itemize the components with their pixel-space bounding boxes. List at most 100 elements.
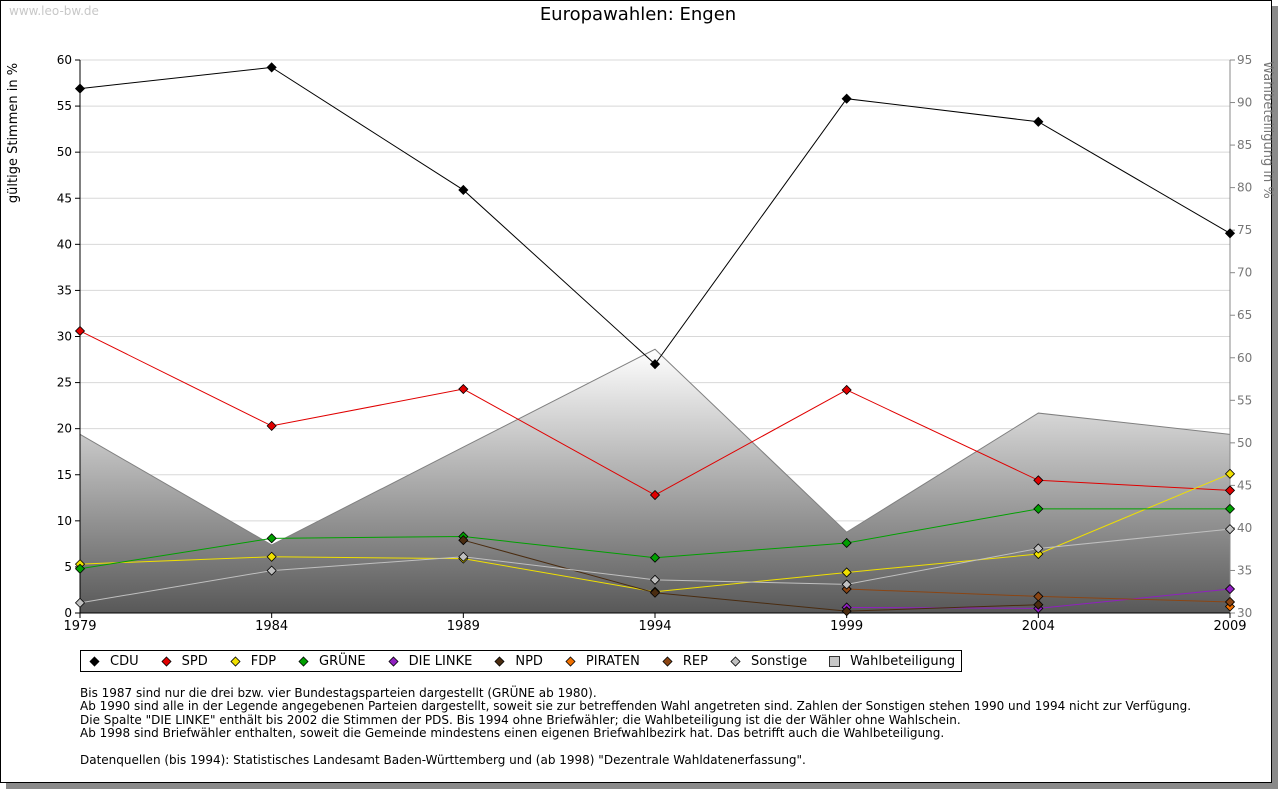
data-point — [1224, 583, 1236, 595]
data-point — [1033, 116, 1044, 127]
legend-label: Sonstige — [750, 653, 808, 669]
data-point — [266, 62, 277, 73]
legend: CDU SPD FDP GRÜNE DIE LINKE NPD PIRATEN REP Sons… — [80, 650, 963, 672]
y2-tick-label: 85 — [1237, 138, 1252, 152]
legend-marker — [388, 655, 399, 667]
series-cdu — [74, 62, 1236, 370]
data-point — [1224, 524, 1236, 535]
legend-item: CDU — [89, 654, 139, 669]
data-point — [649, 574, 661, 585]
series-line — [463, 539, 1039, 612]
x-tick-label: 1984 — [255, 619, 288, 634]
data-point — [841, 579, 852, 590]
x-tick-label: 2009 — [1213, 619, 1246, 634]
legend-label: REP — [682, 653, 708, 669]
frame-shadow-bottom — [6, 783, 1278, 789]
y2-tick-label: 30 — [1237, 606, 1252, 620]
y-tick-label: 15 — [57, 468, 72, 482]
legend-marker — [298, 655, 309, 667]
data-point — [1033, 591, 1044, 602]
data-point — [266, 551, 277, 562]
chart-title: Europawahlen: Engen — [539, 4, 737, 25]
y2-tick-label: 95 — [1237, 53, 1252, 67]
chart-svg: 0 5 10 15 20 25 30 35 40 45 50 55 60 30 35 40 45 50 55 60 65… — [6, 53, 1275, 634]
y2-tick-label: 35 — [1237, 563, 1252, 577]
data-point — [1033, 548, 1044, 560]
legend-label: FDP — [250, 653, 277, 669]
legend-item: REP — [662, 654, 708, 669]
data-point — [74, 325, 86, 337]
legend-item: GRÜNE — [298, 654, 366, 669]
y2-tick-label: 65 — [1237, 308, 1252, 322]
legend-marker — [662, 655, 673, 667]
data-point — [458, 535, 469, 546]
x-tick-label: 2004 — [1022, 619, 1055, 634]
data-point — [266, 420, 277, 431]
x-tick-label: 1979 — [63, 619, 96, 634]
y2-tick-label: 45 — [1237, 478, 1252, 492]
data-point — [649, 489, 661, 501]
watermark: www.leo-bw.de — [9, 4, 99, 18]
series-line — [79, 66, 1231, 365]
legend-item: PIRATEN — [565, 654, 640, 669]
turnout-area — [80, 349, 1230, 613]
legend-marker — [565, 655, 576, 667]
series-npd — [458, 535, 1044, 617]
legend-label: Wahlbeteiligung — [850, 653, 956, 669]
legend-label: SPD — [181, 653, 208, 669]
legend-item: SPD — [161, 654, 208, 669]
data-point — [458, 551, 469, 562]
legend-label: DIE LINKE — [408, 653, 473, 669]
legend-label: PIRATEN — [585, 653, 640, 669]
turnout-area-layer — [79, 348, 1231, 613]
y-tick-label: 10 — [57, 514, 72, 528]
legend-marker — [829, 655, 841, 667]
y-tick-label: 25 — [57, 376, 72, 390]
y2-tick-label: 75 — [1237, 223, 1252, 237]
y2-tick-label: 90 — [1237, 96, 1252, 110]
note-line: Die Spalte "DIE LINKE" enthält bis 2002 … — [80, 712, 961, 727]
note-line: Bis 1987 sind nur die drei bzw. vier Bun… — [80, 686, 597, 700]
notes: Bis 1987 sind nur die drei bzw. vier Bun… — [80, 686, 1191, 768]
series-spd — [74, 325, 1236, 501]
note-line: Ab 1998 sind Briefwähler enthalten, sowe… — [80, 726, 945, 741]
y-tick-label: 5 — [64, 560, 72, 574]
y-axis-label: gültige Stimmen in % — [6, 63, 21, 203]
y2-axis-label: Wahlbeteiligung in % — [1260, 61, 1275, 198]
y-tick-label: 50 — [57, 145, 72, 159]
legend-item: Sonstige — [730, 654, 807, 669]
legend-label: GRÜNE — [319, 653, 366, 669]
y-tick-label: 40 — [57, 237, 72, 251]
y-tick-label: 30 — [57, 330, 72, 344]
data-point — [841, 384, 852, 396]
frame-shadow-right — [1272, 6, 1278, 789]
y-tick-label: 35 — [57, 283, 72, 297]
data-point — [1033, 475, 1044, 486]
legend-item: Wahlbeteiligung — [829, 654, 955, 669]
data-point — [458, 184, 469, 196]
data-point — [266, 565, 277, 576]
data-point — [458, 383, 469, 395]
data-point — [1224, 228, 1236, 239]
legend-item: DIE LINKE — [388, 653, 473, 669]
series-layer — [74, 62, 1236, 617]
data-point — [266, 533, 277, 544]
y-tick-label: 0 — [64, 606, 72, 620]
legend-marker — [494, 655, 505, 667]
y2-tick-label: 55 — [1237, 393, 1252, 407]
series-gr-ne — [74, 503, 1236, 574]
data-point — [1033, 599, 1044, 610]
x-tick-label: 1999 — [830, 619, 863, 634]
source-line: Datenquellen (bis 1994): Statistisches L… — [80, 753, 806, 768]
x-tick-label: 1994 — [638, 619, 671, 634]
data-point — [649, 359, 661, 370]
legend-item: NPD — [494, 654, 543, 669]
data-point — [74, 563, 86, 574]
data-point — [1033, 503, 1044, 514]
series-sonstige — [74, 524, 1236, 608]
y2-tick-label: 80 — [1237, 181, 1252, 195]
y2-tick-label: 40 — [1237, 521, 1252, 535]
legend-marker — [161, 655, 172, 667]
legend-label: CDU — [110, 653, 139, 669]
data-point — [74, 597, 86, 608]
